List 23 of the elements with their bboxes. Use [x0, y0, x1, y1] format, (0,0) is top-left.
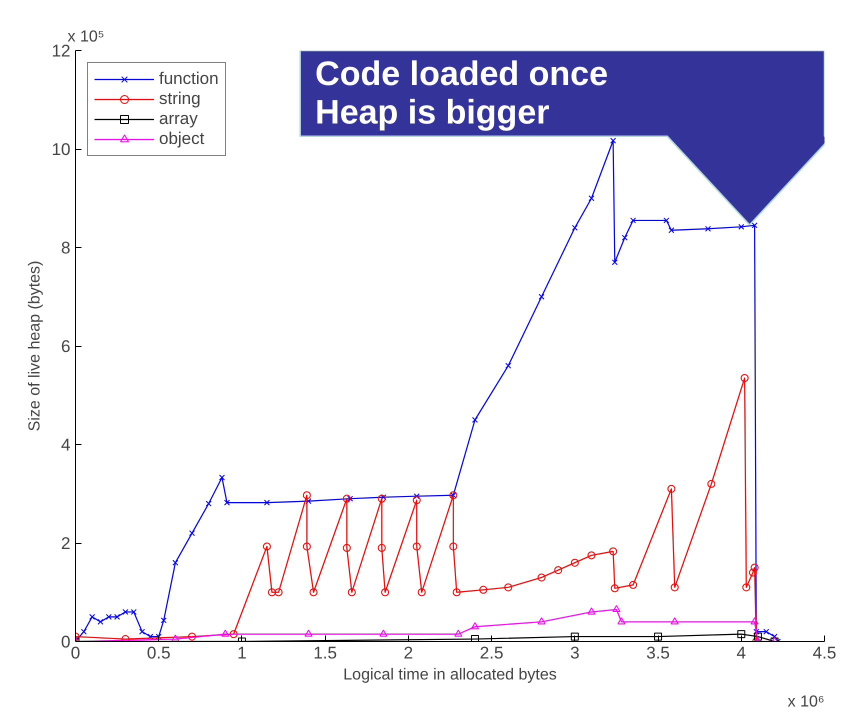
x-tick-label: 4 — [736, 644, 746, 662]
y-axis-title: Size of live heap (bytes) — [26, 260, 44, 432]
y-tick-label: 6 — [61, 337, 71, 356]
y-tick-label: 8 — [61, 238, 71, 258]
x-axis-title: Logical time in allocated bytes — [343, 666, 557, 684]
annotation: Heap is bigger — [315, 94, 550, 132]
x-tick-label: 0.5 — [146, 644, 171, 662]
legend-label: array — [159, 109, 198, 129]
legend-label: object — [159, 129, 204, 149]
annotation: Code loaded once — [315, 55, 608, 94]
x-tick-label: 1.5 — [313, 644, 337, 662]
legend-label: string — [159, 89, 201, 109]
x-tick-label: 1 — [237, 644, 247, 662]
legend-label: function — [159, 69, 219, 89]
y-tick-label: 4 — [61, 436, 71, 454]
x-tick-label: 3.5 — [646, 644, 670, 662]
x-tick-label: 4.5 — [812, 644, 836, 662]
y-tick-label: 2 — [61, 534, 71, 553]
x-tick-label: 2 — [404, 644, 414, 662]
text: x 10⁶ — [788, 694, 824, 710]
y-tick-label: 10 — [52, 140, 71, 159]
x-tick-label: 2.5 — [480, 644, 504, 662]
x-tick-label: 3 — [570, 644, 580, 662]
